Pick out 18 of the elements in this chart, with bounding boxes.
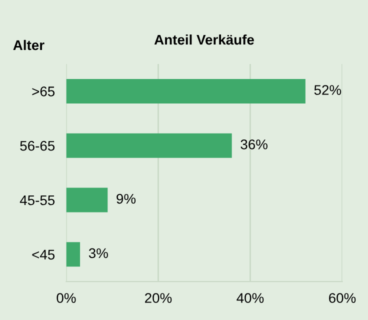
data-label: 36% xyxy=(240,139,268,150)
data-label: 3% xyxy=(88,248,108,258)
bar xyxy=(66,78,306,104)
bar xyxy=(66,242,80,267)
data-label: 9% xyxy=(116,194,136,204)
x-tick-label: 0% xyxy=(56,293,76,303)
y-axis-title: Alter xyxy=(13,40,44,50)
y-tick-label: 56-65 xyxy=(20,140,55,151)
x-tick-label: 40% xyxy=(236,293,264,303)
data-label: 52% xyxy=(314,85,342,95)
y-tick-label: 45-55 xyxy=(20,195,55,206)
y-tick-label: <45 xyxy=(32,250,55,260)
y-tick-label: >65 xyxy=(32,86,55,96)
chart-title: Anteil Verkäufe xyxy=(154,34,254,45)
x-tick-label: 20% xyxy=(145,293,172,303)
bar xyxy=(66,188,108,212)
x-tick-label: 60% xyxy=(329,293,356,303)
bar xyxy=(66,133,232,158)
